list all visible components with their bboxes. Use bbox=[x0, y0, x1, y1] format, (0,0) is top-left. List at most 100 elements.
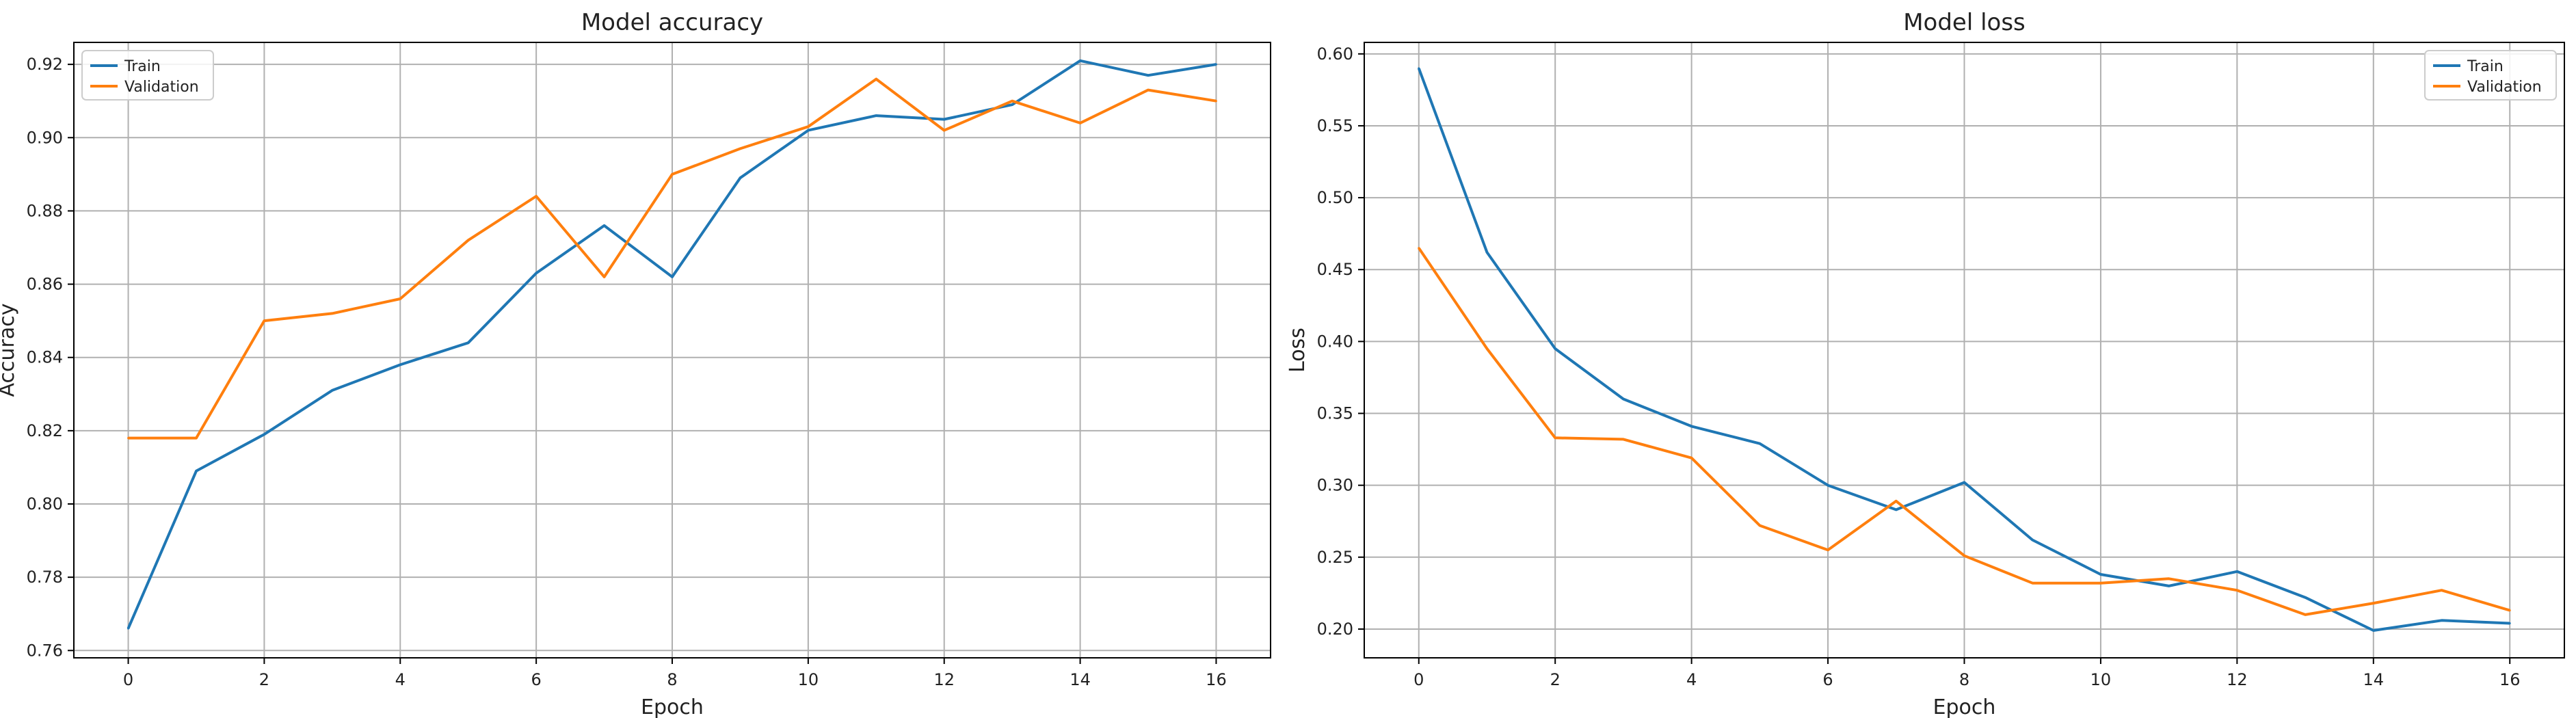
data-point-validation bbox=[127, 437, 130, 440]
data-point-train bbox=[2508, 622, 2511, 625]
legend-label-train: Train bbox=[124, 58, 161, 75]
x-tick-label: 10 bbox=[2090, 670, 2112, 689]
chart-title: Model accuracy bbox=[581, 9, 763, 36]
data-point-validation bbox=[1011, 100, 1013, 103]
data-point-train bbox=[1011, 103, 1013, 106]
data-point-validation bbox=[1690, 457, 1693, 460]
data-point-validation bbox=[1214, 100, 1217, 103]
data-point-validation bbox=[1418, 247, 1420, 250]
data-point-validation bbox=[263, 319, 265, 322]
y-tick-label: 0.40 bbox=[1317, 332, 1353, 351]
x-tick-label: 8 bbox=[667, 670, 677, 689]
x-tick-label: 16 bbox=[1206, 670, 1227, 689]
data-point-train bbox=[875, 114, 877, 117]
data-point-validation bbox=[2168, 577, 2170, 580]
data-point-train bbox=[2235, 570, 2238, 573]
data-point-train bbox=[671, 276, 674, 278]
y-tick-label: 0.35 bbox=[1317, 404, 1353, 423]
x-tick-label: 4 bbox=[395, 670, 406, 689]
y-tick-label: 0.25 bbox=[1317, 548, 1353, 567]
plot-frame bbox=[1364, 42, 2565, 659]
data-point-validation bbox=[739, 147, 741, 150]
y-tick-label: 0.76 bbox=[27, 641, 63, 660]
data-point-train bbox=[1147, 74, 1150, 77]
chart-title: Model loss bbox=[1903, 9, 2026, 36]
y-tick-label: 0.80 bbox=[27, 494, 63, 514]
x-tick-label: 0 bbox=[1413, 670, 1424, 689]
y-tick-label: 0.78 bbox=[27, 568, 63, 587]
data-point-train bbox=[1418, 67, 1420, 70]
y-tick-label: 0.45 bbox=[1317, 260, 1353, 279]
data-point-train bbox=[2031, 539, 2034, 542]
y-tick-label: 0.30 bbox=[1317, 476, 1353, 495]
data-point-validation bbox=[2441, 589, 2443, 591]
data-point-train bbox=[2441, 619, 2443, 622]
data-point-validation bbox=[467, 239, 470, 241]
x-tick-label: 8 bbox=[1959, 670, 1969, 689]
y-tick-label: 0.90 bbox=[27, 128, 63, 147]
data-point-validation bbox=[671, 173, 674, 176]
data-point-train bbox=[1622, 397, 1625, 400]
data-point-train bbox=[263, 433, 265, 436]
data-point-train bbox=[127, 627, 130, 630]
x-tick-label: 2 bbox=[1550, 670, 1561, 689]
x-tick-label: 10 bbox=[798, 670, 819, 689]
data-point-validation bbox=[331, 312, 334, 315]
data-point-validation bbox=[1079, 122, 1082, 124]
data-point-train bbox=[1895, 508, 1898, 511]
data-point-validation bbox=[2304, 613, 2307, 616]
x-tick-label: 12 bbox=[2227, 670, 2248, 689]
legend: Train Validation bbox=[81, 50, 214, 101]
data-point-validation bbox=[2508, 609, 2511, 612]
data-point-validation bbox=[1827, 548, 1829, 551]
data-point-train bbox=[535, 272, 537, 274]
legend: Train Validation bbox=[2424, 50, 2557, 101]
y-tick-label: 0.92 bbox=[27, 55, 63, 74]
x-tick-label: 2 bbox=[259, 670, 269, 689]
data-point-validation bbox=[1622, 438, 1625, 440]
plot-frame bbox=[73, 42, 1271, 659]
data-point-validation bbox=[875, 78, 877, 81]
data-point-validation bbox=[603, 276, 606, 278]
data-point-validation bbox=[2372, 602, 2375, 604]
data-point-validation bbox=[1554, 436, 1556, 439]
y-tick-label: 0.82 bbox=[27, 421, 63, 440]
x-axis-label: Epoch bbox=[1933, 695, 1996, 718]
data-point-validation bbox=[807, 125, 810, 128]
data-point-validation bbox=[2099, 582, 2102, 585]
data-point-train bbox=[331, 389, 334, 392]
data-point-train bbox=[1963, 481, 1965, 483]
data-point-train bbox=[1554, 347, 1556, 350]
x-tick-label: 6 bbox=[1822, 670, 1833, 689]
x-tick-label: 4 bbox=[1686, 670, 1697, 689]
y-tick-label: 0.55 bbox=[1317, 116, 1353, 135]
data-point-validation bbox=[1485, 347, 1488, 350]
data-point-validation bbox=[2235, 589, 2238, 591]
data-point-train bbox=[2168, 585, 2170, 587]
legend-label-validation: Validation bbox=[2467, 79, 2542, 96]
data-point-train bbox=[807, 129, 810, 132]
x-tick-label: 12 bbox=[933, 670, 955, 689]
data-point-train bbox=[1485, 251, 1488, 254]
data-point-train bbox=[2372, 629, 2375, 632]
data-point-train bbox=[399, 363, 401, 366]
y-tick-label: 0.20 bbox=[1317, 620, 1353, 639]
data-point-validation bbox=[535, 195, 537, 198]
y-tick-label: 0.60 bbox=[1317, 44, 1353, 64]
y-tick-label: 0.50 bbox=[1317, 188, 1353, 207]
data-point-train bbox=[1079, 59, 1082, 62]
x-tick-label: 0 bbox=[123, 670, 133, 689]
data-point-train bbox=[1827, 484, 1829, 487]
x-tick-label: 14 bbox=[1070, 670, 1091, 689]
data-point-train bbox=[1690, 425, 1693, 427]
y-tick-label: 0.88 bbox=[27, 201, 63, 220]
data-point-train bbox=[603, 224, 606, 227]
data-point-train bbox=[2304, 596, 2307, 599]
data-point-validation bbox=[1758, 524, 1761, 527]
x-tick-label: 16 bbox=[2499, 670, 2521, 689]
x-tick-label: 6 bbox=[531, 670, 541, 689]
legend-label-validation: Validation bbox=[124, 79, 199, 96]
data-point-validation bbox=[1147, 89, 1150, 92]
data-point-validation bbox=[399, 297, 401, 300]
